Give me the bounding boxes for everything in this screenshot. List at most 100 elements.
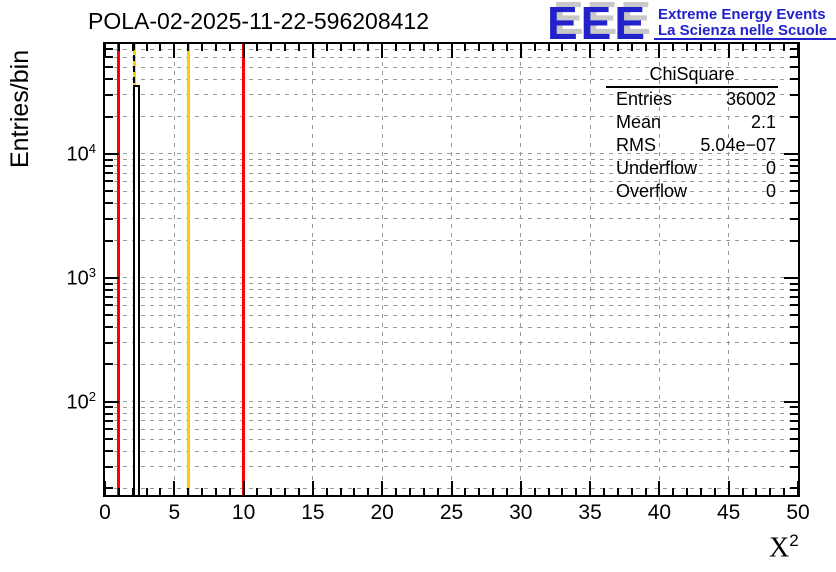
stats-row-label: Mean (616, 112, 662, 132)
stats-row-label: Underflow (616, 158, 698, 178)
gridline-vertical (728, 44, 730, 495)
x-axis-tick (741, 488, 744, 495)
x-tick-label: 30 (509, 501, 533, 524)
y-axis-tick-minor-right (790, 172, 798, 175)
y-axis-tick-minor-right (790, 115, 798, 118)
y-axis-tick-minor-right (790, 412, 798, 415)
gridline-vertical (381, 44, 383, 495)
x-axis-tick (727, 481, 730, 495)
gridline-horizontal (105, 172, 798, 174)
gridline-horizontal (105, 277, 798, 279)
x-axis-tick (339, 488, 342, 495)
x-axis-tick-top (602, 44, 605, 51)
x-axis-tick (769, 488, 772, 495)
gridline-horizontal (105, 406, 798, 408)
y-axis-tick-minor-right (790, 419, 798, 422)
y-axis-tick-minor (105, 180, 113, 183)
x-axis-tick-top (173, 44, 176, 58)
x-axis-tick-top (201, 44, 204, 51)
x-axis-tick (589, 481, 592, 495)
x-axis-tick (270, 488, 273, 495)
y-axis-tick-minor-right (790, 288, 798, 291)
plot-title: POLA-02-2025-11-22-596208412 (88, 8, 429, 34)
x-tick-label: 5 (168, 501, 181, 524)
x-axis-tick-top (561, 44, 564, 51)
x-tick-label: 0 (99, 501, 111, 524)
y-axis-tick-minor-right (790, 487, 798, 490)
x-axis-tick-top (311, 44, 314, 58)
y-axis-tick-minor-right (790, 314, 798, 317)
x-axis-tick (630, 488, 633, 495)
gridline-horizontal (105, 283, 798, 284)
y-axis-tick-minor (105, 438, 113, 441)
y-axis-tick-major (105, 152, 119, 155)
x-axis-tick-top (658, 44, 661, 58)
x-tick-label: 50 (786, 501, 810, 524)
x-axis-tick (131, 488, 134, 495)
stats-row: Underflow 0 (606, 157, 778, 180)
gridline-horizontal (105, 296, 798, 298)
x-axis-tick (755, 488, 758, 495)
y-axis-tick-minor-right (790, 296, 798, 299)
y-axis-tick-minor (105, 341, 113, 344)
y-axis-tick-minor-right (790, 282, 798, 285)
x-axis-tick (284, 488, 287, 495)
x-axis-title: X2 (769, 531, 799, 564)
gridline-horizontal (105, 401, 798, 403)
y-axis-tick-minor (105, 314, 113, 317)
x-axis-tick (159, 488, 162, 495)
x-axis-tick (505, 488, 508, 495)
plot-frame (103, 42, 800, 497)
gridline-horizontal (105, 159, 798, 161)
y-axis-tick-major-right (784, 400, 798, 403)
gridline-horizontal (105, 363, 798, 365)
x-axis-tick-top (339, 44, 342, 51)
x-axis-tick (658, 481, 661, 495)
x-axis-tick-top (464, 44, 467, 51)
x-axis-tick-top (478, 44, 481, 51)
x-axis-tick-top (395, 44, 398, 51)
gridline-horizontal (105, 180, 798, 182)
y-axis-tick-minor (105, 202, 113, 205)
y-axis-tick-minor (105, 296, 113, 299)
y-axis-tick-minor-right (790, 326, 798, 329)
x-axis-tick-top (298, 44, 301, 51)
x-axis-title-base: X (769, 532, 790, 564)
x-axis-tick (672, 488, 675, 495)
stats-title: ChiSquare (649, 64, 735, 84)
y-axis-tick-minor-right (790, 363, 798, 366)
y-axis-tick-minor-right (790, 406, 798, 409)
gridline-horizontal (105, 240, 798, 242)
y-axis-tick-major (105, 400, 119, 403)
x-tick-label: 40 (647, 501, 672, 524)
x-axis-tick-top (408, 44, 411, 51)
x-axis-title-exponent: 2 (789, 531, 799, 550)
y-axis-tick-minor-right (790, 450, 798, 453)
y-axis-tick-minor-right (790, 239, 798, 242)
x-axis-tick-top (616, 44, 619, 51)
y-axis-tick-minor-right (790, 78, 798, 81)
x-tick-label: 15 (301, 501, 325, 524)
gridline-horizontal (105, 326, 798, 328)
x-axis-tick (214, 488, 217, 495)
y-axis-tick-minor (105, 48, 113, 51)
x-axis-tick (644, 488, 647, 495)
y-axis-tick-minor (105, 288, 113, 291)
x-axis-tick-top (353, 44, 356, 51)
y-axis-tick-minor-right (790, 180, 798, 183)
y-axis-tick-minor (105, 93, 113, 96)
y-axis-tick-minor (105, 115, 113, 118)
stats-row: Overflow 0 (606, 180, 778, 203)
x-axis-tick-top (256, 44, 259, 51)
x-axis-tick (173, 481, 176, 495)
x-axis-tick (699, 488, 702, 495)
x-axis-tick (602, 488, 605, 495)
x-axis-tick (367, 488, 370, 495)
x-tick-label: 35 (578, 501, 602, 524)
x-axis-tick-top (145, 44, 148, 51)
y-axis-tick-minor-right (790, 304, 798, 307)
x-axis-tick (436, 488, 439, 495)
x-axis-tick-top (505, 44, 508, 51)
x-axis-tick-top (769, 44, 772, 51)
